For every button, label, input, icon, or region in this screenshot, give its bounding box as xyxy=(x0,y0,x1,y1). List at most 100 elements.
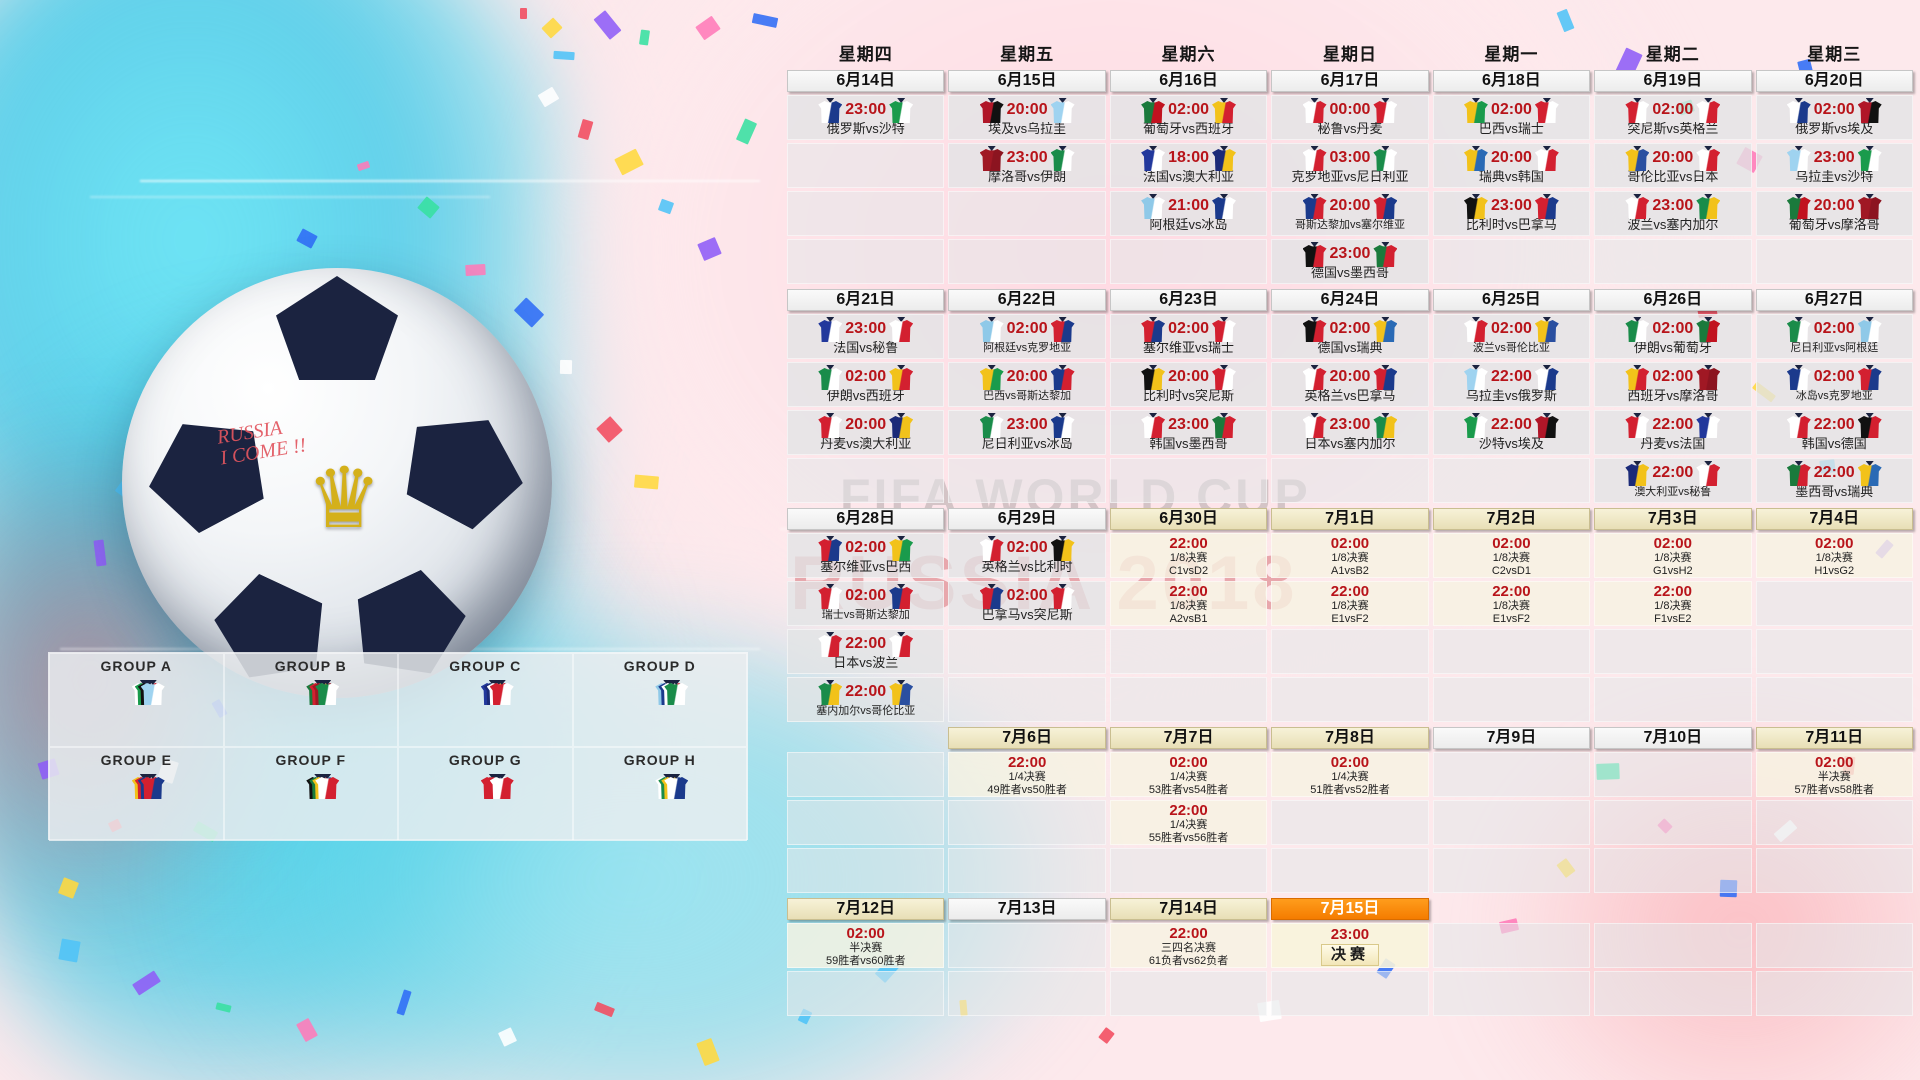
date-header[interactable]: 6月26日 xyxy=(1594,289,1752,311)
date-header[interactable]: 7月15日 xyxy=(1271,898,1429,920)
group-cell-group-b[interactable]: GROUP B xyxy=(223,653,398,747)
group-cell-group-f[interactable]: GROUP F xyxy=(223,747,398,841)
match-cell[interactable]: 02:00 俄罗斯vs埃及 xyxy=(1755,95,1913,140)
date-header[interactable]: 7月8日 xyxy=(1271,727,1429,749)
date-header[interactable]: 6月29日 xyxy=(948,508,1106,530)
match-cell[interactable]: 20:00 丹麦vs澳大利亚 xyxy=(787,410,945,455)
group-cell-group-a[interactable]: GROUP A xyxy=(49,653,224,747)
match-cell[interactable]: 02:00 瑞士vs哥斯达黎加 xyxy=(787,581,945,626)
date-header[interactable]: 7月6日 xyxy=(948,727,1106,749)
knockout-match-cell[interactable]: 22:00 1/8决赛 C1vsD2 xyxy=(1109,533,1268,578)
date-header[interactable]: 6月22日 xyxy=(948,289,1106,311)
group-cell-group-e[interactable]: GROUP E xyxy=(49,747,224,841)
knockout-match-cell[interactable]: 22:00 三四名决赛 61负者vs62负者 xyxy=(1109,923,1268,968)
date-header[interactable]: 7月12日 xyxy=(787,898,945,920)
knockout-match-cell[interactable]: 02:00 1/8决赛 H1vsG2 xyxy=(1755,533,1913,578)
match-cell[interactable]: 02:00 塞尔维亚vs巴西 xyxy=(787,533,945,578)
knockout-match-cell[interactable]: 22:00 1/4决赛 55胜者vs56胜者 xyxy=(1109,800,1268,845)
date-header[interactable]: 6月19日 xyxy=(1594,70,1752,92)
match-cell[interactable]: 18:00 法国vs澳大利亚 xyxy=(1109,143,1268,188)
date-header[interactable]: 7月13日 xyxy=(948,898,1106,920)
date-header[interactable]: 7月10日 xyxy=(1594,727,1752,749)
match-cell[interactable]: 02:00 葡萄牙vs西班牙 xyxy=(1109,95,1268,140)
match-cell[interactable]: 22:00 乌拉圭vs俄罗斯 xyxy=(1432,362,1591,407)
match-cell[interactable]: 22:00 沙特vs埃及 xyxy=(1432,410,1591,455)
match-cell[interactable]: 02:00 塞尔维亚vs瑞士 xyxy=(1109,314,1268,359)
match-cell[interactable]: 02:00 伊朗vs葡萄牙 xyxy=(1594,314,1752,359)
match-cell[interactable]: 22:00 日本vs波兰 xyxy=(787,629,945,674)
knockout-match-cell[interactable]: 02:00 1/8决赛 A1vsB2 xyxy=(1271,533,1429,578)
match-cell[interactable]: 22:00 塞内加尔vs哥伦比亚 xyxy=(787,677,945,722)
match-cell[interactable]: 02:00 巴西vs瑞士 xyxy=(1432,95,1591,140)
match-cell[interactable]: 23:00 日本vs塞内加尔 xyxy=(1271,410,1429,455)
knockout-match-cell[interactable]: 22:00 1/8决赛 E1vsF2 xyxy=(1271,581,1429,626)
match-cell[interactable]: 23:00 比利时vs巴拿马 xyxy=(1432,191,1591,236)
date-header[interactable]: 7月2日 xyxy=(1432,508,1591,530)
match-cell[interactable]: 20:00 葡萄牙vs摩洛哥 xyxy=(1755,191,1913,236)
match-cell[interactable]: 20:00 瑞典vs韩国 xyxy=(1432,143,1591,188)
match-cell[interactable]: 02:00 突尼斯vs英格兰 xyxy=(1594,95,1752,140)
match-cell[interactable]: 02:00 冰岛vs克罗地亚 xyxy=(1755,362,1913,407)
knockout-match-cell[interactable]: 02:00 1/8决赛 C2vsD1 xyxy=(1432,533,1591,578)
match-cell[interactable]: 22:00 澳大利亚vs秘鲁 xyxy=(1594,458,1752,503)
date-header[interactable]: 7月9日 xyxy=(1432,727,1591,749)
date-header[interactable]: 6月30日 xyxy=(1109,508,1268,530)
date-header[interactable]: 7月1日 xyxy=(1271,508,1429,530)
match-cell[interactable]: 02:00 阿根廷vs克罗地亚 xyxy=(948,314,1106,359)
match-cell[interactable]: 02:00 英格兰vs比利时 xyxy=(948,533,1106,578)
date-header[interactable]: 7月14日 xyxy=(1109,898,1268,920)
match-cell[interactable]: 02:00 波兰vs哥伦比亚 xyxy=(1432,314,1591,359)
match-cell[interactable]: 23:00 乌拉圭vs沙特 xyxy=(1755,143,1913,188)
match-cell[interactable]: 22:00 韩国vs德国 xyxy=(1755,410,1913,455)
match-cell[interactable]: 20:00 巴西vs哥斯达黎加 xyxy=(948,362,1106,407)
date-header[interactable]: 7月4日 xyxy=(1755,508,1913,530)
match-cell[interactable]: 02:00 西班牙vs摩洛哥 xyxy=(1594,362,1752,407)
match-cell[interactable]: 22:00 墨西哥vs瑞典 xyxy=(1755,458,1913,503)
knockout-match-cell[interactable]: 02:00 半决赛 59胜者vs60胜者 xyxy=(787,923,945,968)
match-cell[interactable]: 20:00 比利时vs突尼斯 xyxy=(1109,362,1268,407)
match-cell[interactable]: 20:00 英格兰vs巴拿马 xyxy=(1271,362,1429,407)
match-cell[interactable]: 23:00 波兰vs塞内加尔 xyxy=(1594,191,1752,236)
date-header[interactable]: 6月21日 xyxy=(787,289,945,311)
match-cell[interactable]: 00:00 秘鲁vs丹麦 xyxy=(1271,95,1429,140)
date-header[interactable]: 6月17日 xyxy=(1271,70,1429,92)
match-cell[interactable]: 20:00 哥斯达黎加vs塞尔维亚 xyxy=(1271,191,1429,236)
date-header[interactable]: 6月25日 xyxy=(1432,289,1591,311)
date-header[interactable]: 7月7日 xyxy=(1109,727,1268,749)
match-cell[interactable]: 23:00 德国vs墨西哥 xyxy=(1271,239,1429,284)
match-cell[interactable]: 02:00 尼日利亚vs阿根廷 xyxy=(1755,314,1913,359)
date-header[interactable]: 6月18日 xyxy=(1432,70,1591,92)
match-cell[interactable]: 23:00 法国vs秘鲁 xyxy=(787,314,945,359)
knockout-match-cell[interactable]: 22:00 1/4决赛 49胜者vs50胜者 xyxy=(948,752,1106,797)
match-cell[interactable]: 20:00 埃及vs乌拉圭 xyxy=(948,95,1106,140)
knockout-match-cell[interactable]: 22:00 1/8决赛 A2vsB1 xyxy=(1109,581,1268,626)
knockout-match-cell[interactable]: 02:00 1/4决赛 53胜者vs54胜者 xyxy=(1109,752,1268,797)
knockout-match-cell[interactable]: 22:00 1/8决赛 F1vsE2 xyxy=(1594,581,1752,626)
match-cell[interactable]: 23:00 俄罗斯vs沙特 xyxy=(787,95,945,140)
match-cell[interactable]: 02:00 德国vs瑞典 xyxy=(1271,314,1429,359)
group-cell-group-g[interactable]: GROUP G xyxy=(398,747,573,841)
match-cell[interactable]: 20:00 哥伦比亚vs日本 xyxy=(1594,143,1752,188)
match-cell[interactable]: 21:00 阿根廷vs冰岛 xyxy=(1109,191,1268,236)
group-cell-group-c[interactable]: GROUP C xyxy=(398,653,573,747)
date-header[interactable]: 7月11日 xyxy=(1755,727,1913,749)
match-cell[interactable]: 02:00 巴拿马vs突尼斯 xyxy=(948,581,1106,626)
date-header[interactable]: 6月27日 xyxy=(1755,289,1913,311)
date-header[interactable]: 6月20日 xyxy=(1755,70,1913,92)
match-cell[interactable]: 03:00 克罗地亚vs尼日利亚 xyxy=(1271,143,1429,188)
date-header[interactable]: 6月16日 xyxy=(1109,70,1268,92)
group-cell-group-d[interactable]: GROUP D xyxy=(572,653,747,747)
date-header[interactable]: 6月28日 xyxy=(787,508,945,530)
knockout-match-cell[interactable]: 22:00 1/8决赛 E1vsF2 xyxy=(1432,581,1591,626)
date-header[interactable]: 6月15日 xyxy=(948,70,1106,92)
match-cell[interactable]: 23:00 尼日利亚vs冰岛 xyxy=(948,410,1106,455)
match-cell[interactable]: 22:00 丹麦vs法国 xyxy=(1594,410,1752,455)
date-header[interactable]: 6月23日 xyxy=(1109,289,1268,311)
knockout-match-cell[interactable]: 02:00 1/8决赛 G1vsH2 xyxy=(1594,533,1752,578)
match-cell[interactable]: 02:00 伊朗vs西班牙 xyxy=(787,362,945,407)
knockout-match-cell[interactable]: 02:00 1/4决赛 51胜者vs52胜者 xyxy=(1271,752,1429,797)
knockout-match-cell[interactable]: 02:00 半决赛 57胜者vs58胜者 xyxy=(1755,752,1913,797)
match-cell[interactable]: 23:00 摩洛哥vs伊朗 xyxy=(948,143,1106,188)
match-cell[interactable]: 23:00 韩国vs墨西哥 xyxy=(1109,410,1268,455)
date-header[interactable]: 6月24日 xyxy=(1271,289,1429,311)
